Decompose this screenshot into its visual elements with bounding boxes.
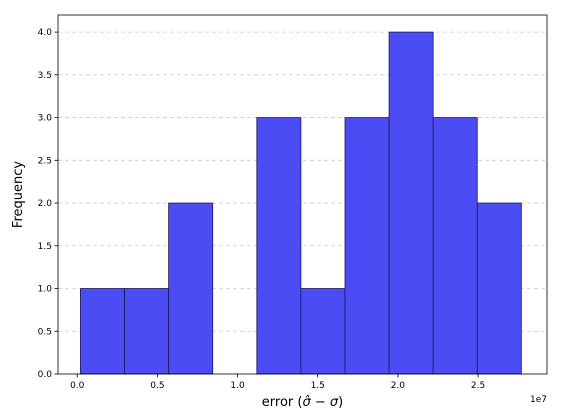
plot-frame	[57, 14, 548, 375]
y-tick-label: 2.5	[38, 156, 52, 166]
x-axis-label-minus: −	[311, 395, 330, 410]
y-tick-label: 1.0	[38, 285, 53, 295]
x-axis-offset-label: 1e7	[530, 395, 547, 405]
x-axis-label-sigma: σ	[330, 395, 339, 410]
histogram-bar	[300, 288, 346, 375]
y-tick-label: 1.5	[38, 242, 52, 252]
histogram-bar	[432, 117, 478, 375]
y-tick-label: 4.0	[38, 28, 53, 38]
y-axis-label: Frequency	[11, 161, 26, 228]
x-tick-label: 0.5	[150, 381, 164, 391]
y-tick-label: 0.5	[38, 327, 52, 337]
x-tick-label: 2.0	[391, 381, 406, 391]
histogram-bar	[256, 117, 302, 375]
x-axis-label: error (σ̂ − σ)	[262, 395, 343, 410]
y-tick-label: 0.0	[38, 370, 53, 380]
x-tick-label: 0.0	[70, 381, 85, 391]
x-axis-label-suffix: )	[338, 395, 343, 410]
histogram-bar	[344, 117, 390, 375]
histogram-bar	[388, 31, 434, 375]
y-tick-label: 3.5	[38, 71, 52, 81]
histogram-bar	[168, 202, 214, 375]
histogram-bar	[124, 288, 170, 375]
x-tick-label: 1.0	[230, 381, 245, 391]
x-tick-label: 2.5	[471, 381, 485, 391]
x-axis-label-sigma-hat: σ̂	[302, 395, 311, 410]
y-tick-label: 3.0	[38, 114, 53, 124]
y-tick-label: 2.0	[38, 199, 53, 209]
x-axis-ticks: 0.0 0.5 1.0 1.5 2.0 2.5	[70, 374, 485, 391]
histogram-bars	[80, 31, 522, 375]
x-axis-label-prefix: error (	[262, 395, 303, 410]
x-tick-label: 1.5	[311, 381, 325, 391]
histogram-bar	[476, 202, 522, 375]
histogram-bar	[80, 288, 125, 375]
y-axis-ticks: 0.0 0.5 1.0 1.5 2.0 2.5 3.0 3.5 4.0	[38, 28, 58, 380]
